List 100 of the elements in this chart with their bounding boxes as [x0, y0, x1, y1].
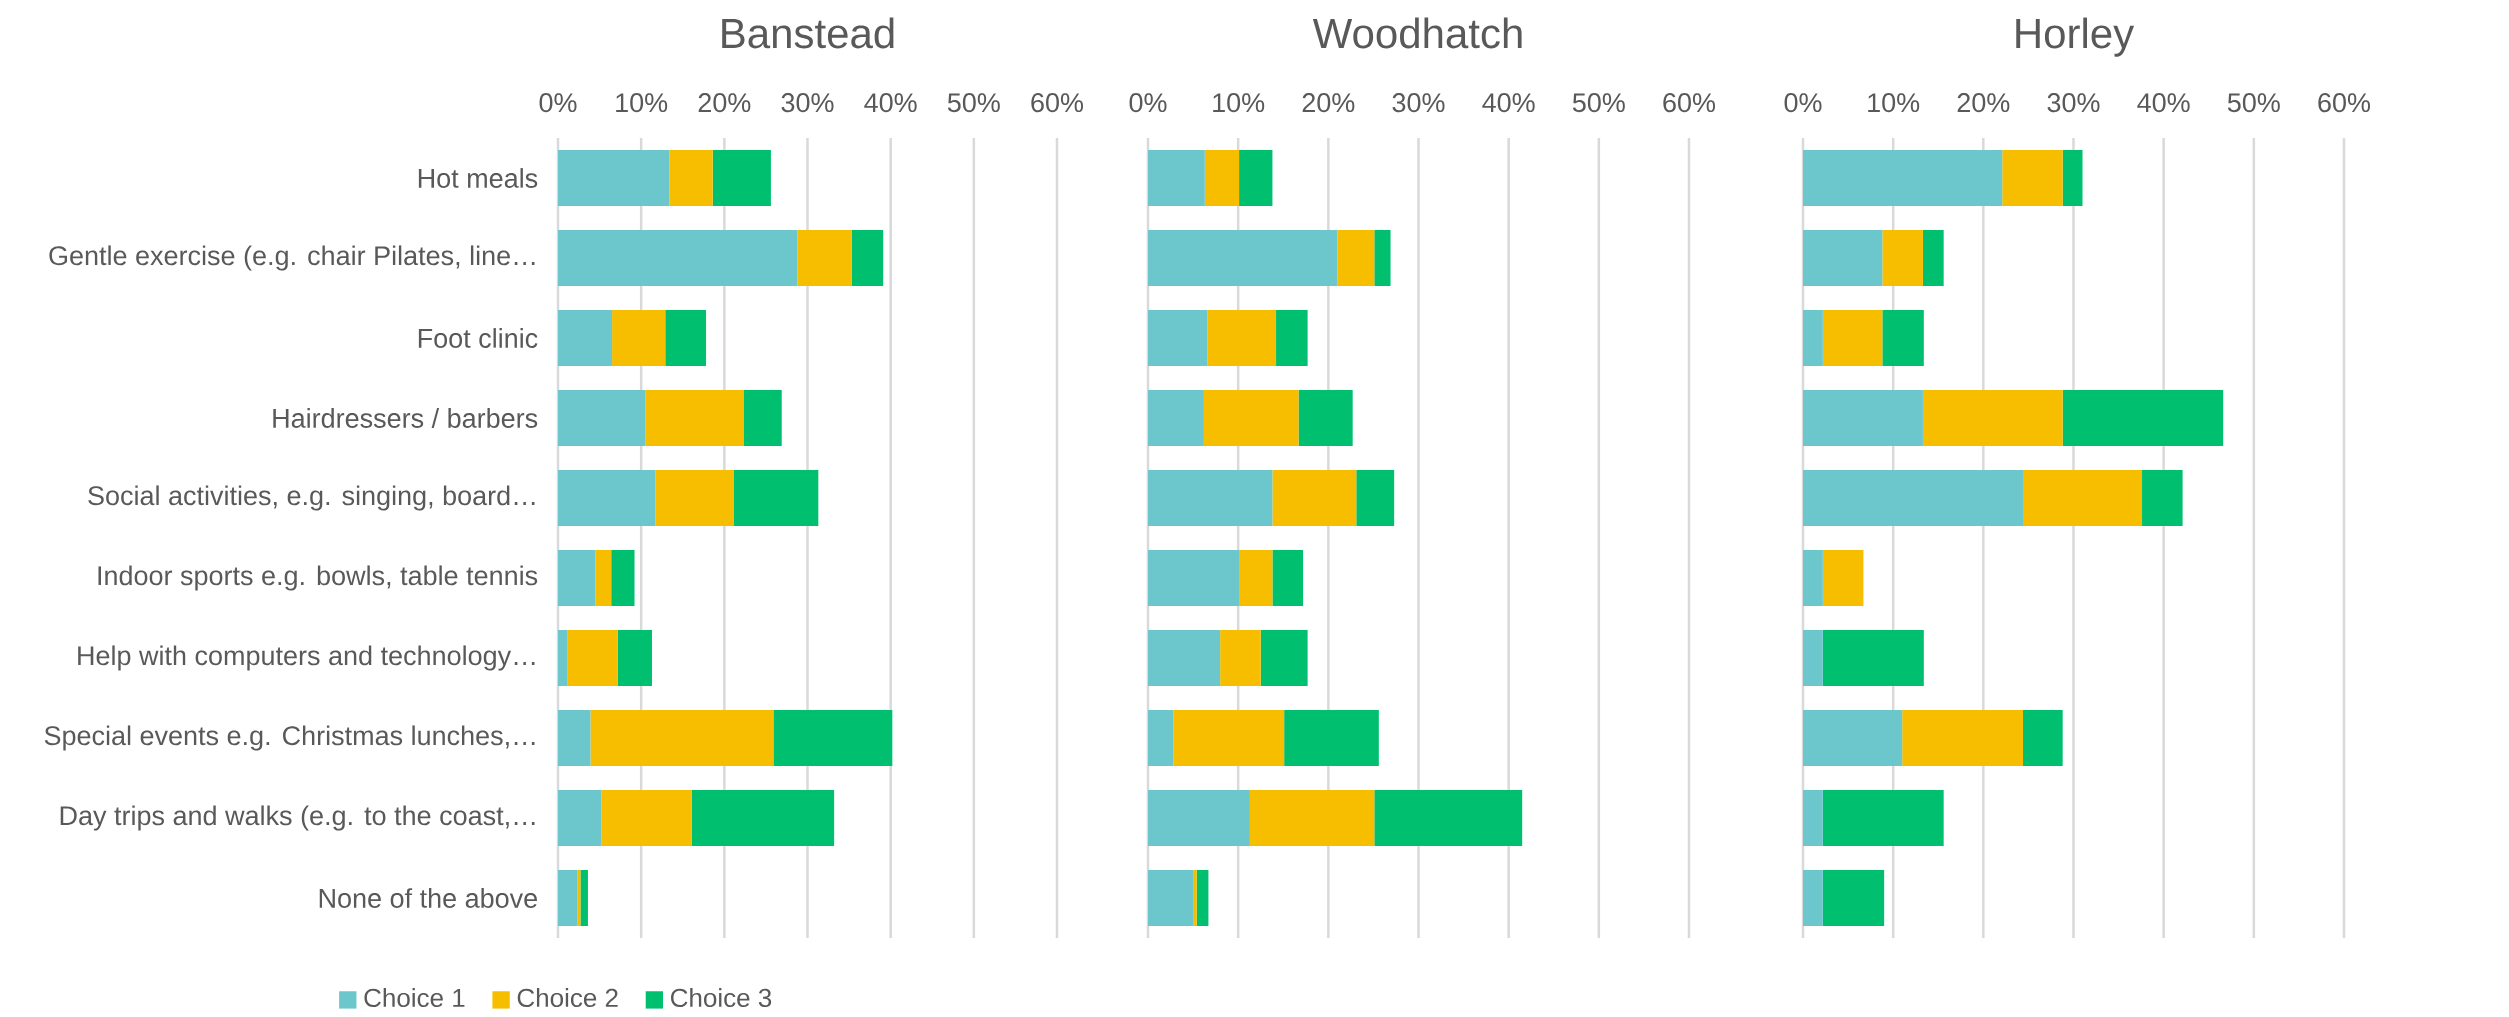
- bar: [773, 709, 893, 766]
- bar: [2062, 149, 2083, 206]
- bar: [558, 549, 596, 606]
- bar: [1803, 709, 1903, 766]
- bar: [665, 309, 707, 366]
- bar: [1803, 790, 1823, 846]
- bar: [655, 469, 734, 526]
- bar: [743, 389, 782, 446]
- bar: [595, 549, 612, 606]
- bar: [1822, 309, 1883, 366]
- bar: [1148, 709, 1174, 766]
- x-tick-label: 30%: [2047, 93, 2100, 113]
- bar: [1272, 549, 1304, 606]
- bar: [558, 870, 578, 926]
- bar: [1148, 229, 1338, 286]
- bar: [1220, 629, 1261, 686]
- bar: [2023, 709, 2063, 766]
- bar: [1803, 229, 1883, 286]
- bar: [669, 149, 713, 206]
- legend-label: Choice 3: [671, 988, 772, 1008]
- bar: [1249, 790, 1375, 846]
- bar: [611, 549, 635, 606]
- x-tick-label: 50%: [2227, 93, 2280, 113]
- bar: [1193, 870, 1197, 926]
- bar: [1882, 309, 1924, 366]
- bar: [558, 469, 656, 526]
- legend-label: Choice 2: [517, 988, 618, 1008]
- bar: [1260, 629, 1308, 686]
- bar: [1284, 709, 1379, 766]
- bar: [1298, 389, 1353, 446]
- x-tick-label: 0%: [1784, 93, 1822, 113]
- y-tick-label: Day trips and walks (e.g. to the coast,…: [60, 805, 535, 831]
- bar: [1148, 790, 1250, 846]
- bar: [1148, 149, 1205, 206]
- x-tick-label: 10%: [1213, 93, 1265, 113]
- y-tick-label: Hairdressers / barbers: [273, 408, 538, 428]
- x-tick-label: 0%: [1129, 93, 1167, 113]
- bar: [1803, 149, 2003, 206]
- bar: [2142, 469, 2183, 526]
- bar: [558, 389, 646, 446]
- bar: [558, 309, 613, 366]
- bar: [1374, 229, 1391, 286]
- bar: [1822, 549, 1864, 606]
- bar: [580, 870, 588, 926]
- chart-title: Horley: [2016, 17, 2135, 57]
- x-tick-label: 30%: [781, 93, 834, 113]
- bar: [1148, 870, 1194, 926]
- bar: [733, 469, 819, 526]
- y-tick-label: Hot meals: [418, 168, 538, 188]
- bar: [1822, 870, 1885, 926]
- bar: [558, 790, 602, 846]
- bar: [601, 790, 692, 846]
- bar: [577, 870, 581, 926]
- bar: [1203, 389, 1299, 446]
- bar: [691, 790, 835, 846]
- y-tick-label: Social activities, e.g. singing, board…: [88, 485, 535, 511]
- y-tick-label: Indoor sports e.g. bowls, table tennis: [98, 565, 538, 591]
- bar: [1239, 549, 1273, 606]
- bar: [645, 389, 744, 446]
- chart-title: Woodhatch: [1312, 17, 1522, 49]
- y-tick-label: None of the above: [319, 888, 537, 908]
- bar: [1803, 629, 1823, 686]
- bar: [558, 629, 568, 686]
- bar: [1204, 149, 1240, 206]
- bar: [1882, 229, 1923, 286]
- x-tick-label: 20%: [1957, 93, 2010, 113]
- x-tick-label: 60%: [2318, 93, 2370, 113]
- bar: [1337, 229, 1375, 286]
- x-tick-label: 50%: [947, 93, 1000, 113]
- bar: [1922, 229, 1944, 286]
- legend-label: Choice 1: [364, 988, 465, 1008]
- bar: [1803, 309, 1823, 366]
- x-tick-label: 60%: [1031, 93, 1084, 113]
- bar: [1148, 389, 1204, 446]
- y-tick-label: Foot clinic: [418, 328, 538, 348]
- x-tick-label: 20%: [1302, 93, 1355, 113]
- chart-title: Banstead: [722, 17, 894, 49]
- bar: [558, 149, 670, 206]
- bar: [2023, 469, 2143, 526]
- bar: [617, 629, 652, 686]
- bar: [1272, 469, 1357, 526]
- bar: [590, 709, 774, 766]
- bar: [612, 309, 666, 366]
- bar: [1803, 469, 2024, 526]
- x-tick-label: 20%: [698, 93, 751, 113]
- bar: [1356, 469, 1395, 526]
- bar: [1374, 790, 1523, 846]
- bar: [1902, 709, 2024, 766]
- y-tick-label: Gentle exercise (e.g. chair Pilates, line…: [49, 245, 535, 271]
- bar: [567, 629, 618, 686]
- bar: [1803, 389, 1923, 446]
- bar: [1173, 709, 1285, 766]
- bar: [1148, 549, 1240, 606]
- x-tick-label: 60%: [1663, 93, 1715, 113]
- x-tick-label: 30%: [1392, 93, 1445, 113]
- bar: [1148, 469, 1273, 526]
- bar: [558, 229, 798, 286]
- bar: [712, 149, 771, 206]
- y-tick-label: Help with computers and technology…: [78, 645, 535, 671]
- bar: [2002, 149, 2063, 206]
